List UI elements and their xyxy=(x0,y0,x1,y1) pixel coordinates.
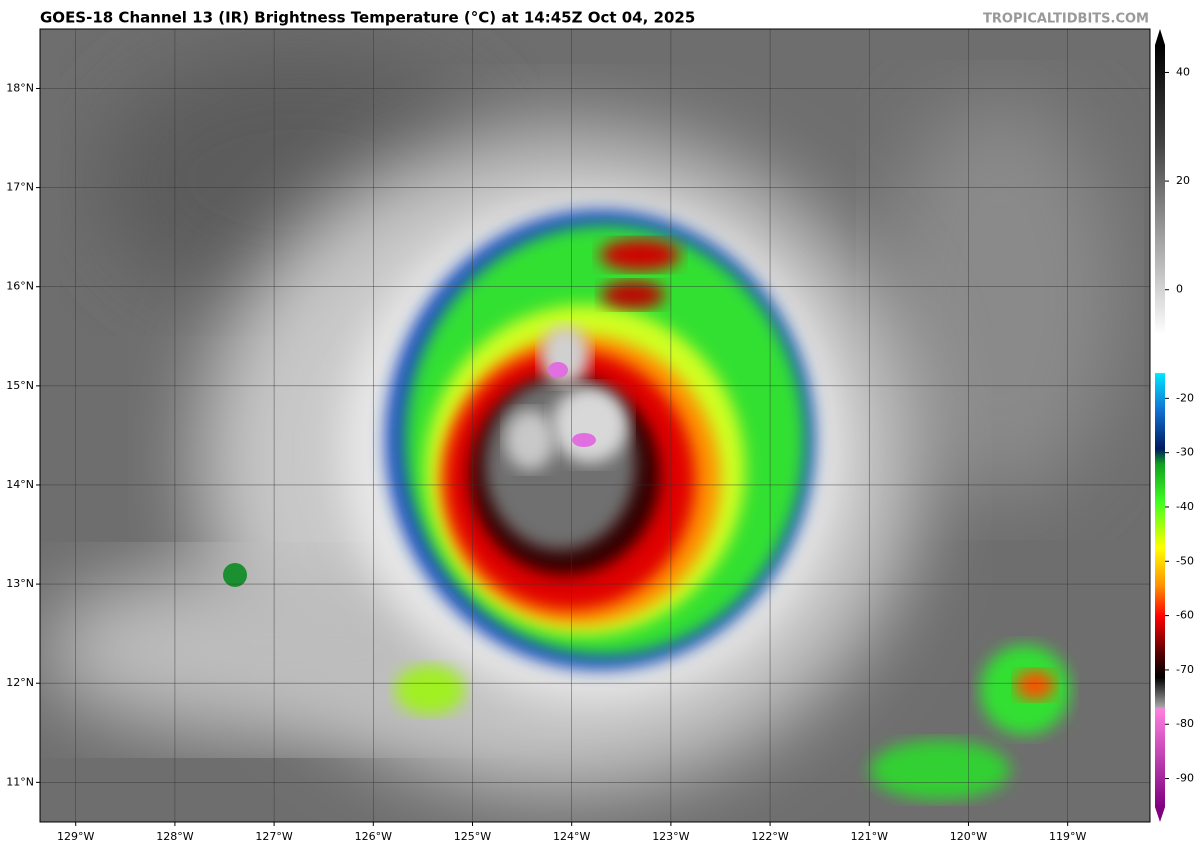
lat-label: 16°N xyxy=(6,280,34,293)
lat-label: 14°N xyxy=(6,478,34,491)
lon-label: 122°W xyxy=(751,830,788,843)
lon-label: 119°W xyxy=(1049,830,1086,843)
colorbar-label: -80 xyxy=(1176,717,1194,730)
colorbar-label: -20 xyxy=(1176,391,1194,404)
lon-label: 129°W xyxy=(57,830,94,843)
lat-label: 15°N xyxy=(6,379,34,392)
colorbar-label: -90 xyxy=(1176,772,1194,785)
colorbar-label: -40 xyxy=(1176,500,1194,513)
colorbar-label: 40 xyxy=(1176,65,1190,78)
satellite-image xyxy=(40,29,1150,822)
lon-label: 127°W xyxy=(255,830,292,843)
lon-label: 121°W xyxy=(851,830,888,843)
lon-label: 126°W xyxy=(355,830,392,843)
watermark: TROPICALTIDBITS.COM xyxy=(983,12,1149,27)
colorbar-label: 20 xyxy=(1176,174,1190,187)
map-frame xyxy=(39,28,1151,823)
colorbar xyxy=(1155,45,1165,807)
lon-label: 120°W xyxy=(950,830,987,843)
lon-label: 124°W xyxy=(553,830,590,843)
lat-label: 13°N xyxy=(6,577,34,590)
colorbar-label: -60 xyxy=(1176,609,1194,622)
colorbar-extend-bottom xyxy=(1155,807,1165,822)
lat-label: 11°N xyxy=(6,775,34,788)
colorbar-label: -70 xyxy=(1176,663,1194,676)
lat-label: 17°N xyxy=(6,181,34,194)
colorbar-label: 0 xyxy=(1176,283,1183,296)
title: GOES-18 Channel 13 (IR) Brightness Tempe… xyxy=(40,9,695,27)
colorbar-extend-top xyxy=(1155,29,1165,45)
lon-label: 125°W xyxy=(454,830,491,843)
lat-label: 12°N xyxy=(6,676,34,689)
lon-label: 128°W xyxy=(156,830,193,843)
lat-label: 18°N xyxy=(6,81,34,94)
colorbar-label: -30 xyxy=(1176,446,1194,459)
lon-label: 123°W xyxy=(652,830,689,843)
colorbar-label: -50 xyxy=(1176,554,1194,567)
